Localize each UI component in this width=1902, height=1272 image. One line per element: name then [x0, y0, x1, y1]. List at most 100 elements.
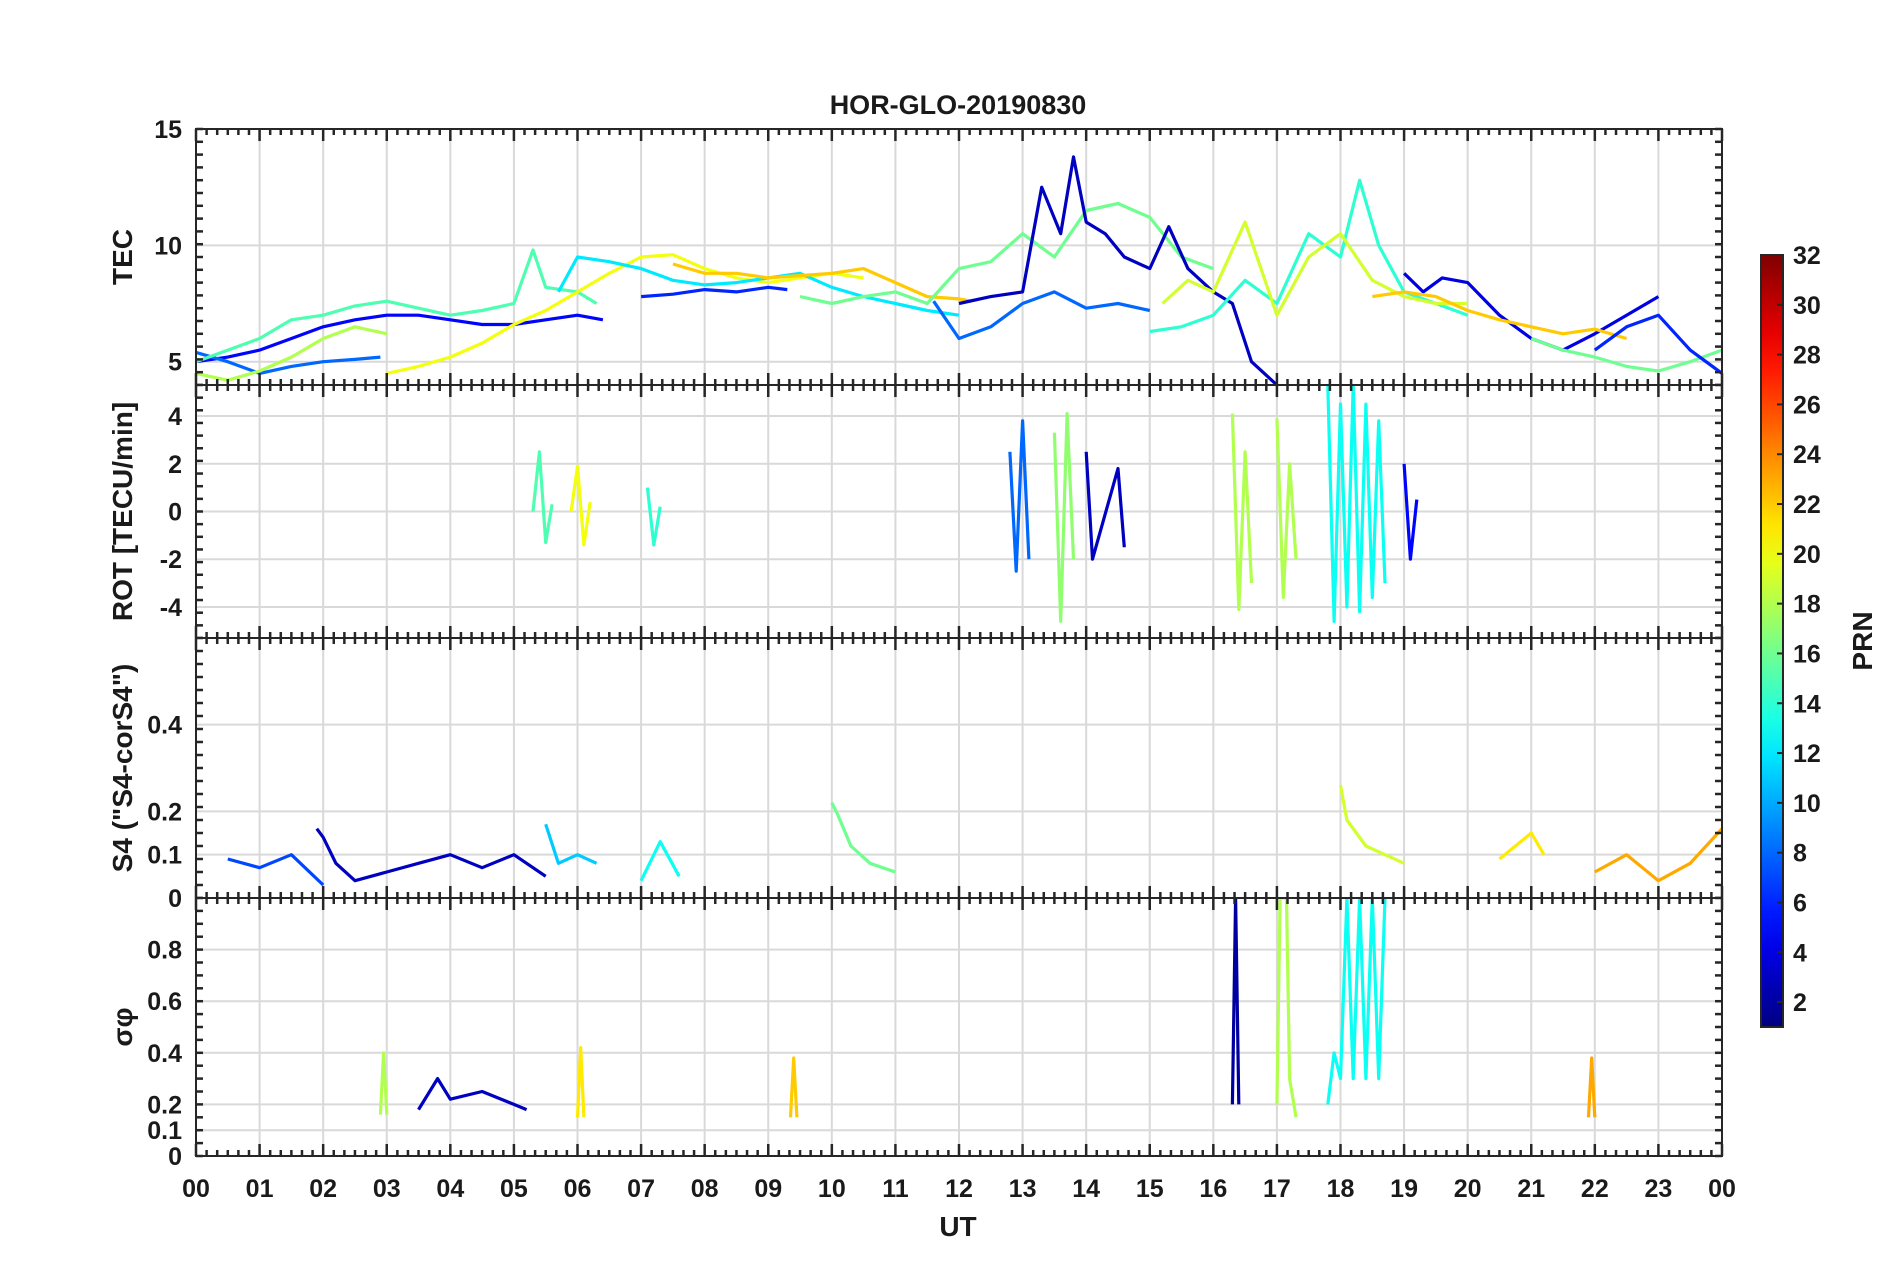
- chart-title: HOR-GLO-20190830: [830, 90, 1087, 120]
- x-tick-label: 13: [1009, 1175, 1037, 1203]
- series-tec-prn-19-12: [1161, 220, 1468, 317]
- colorbar-tick-label: 24: [1793, 441, 1821, 469]
- colorbar-tick-label: 14: [1793, 690, 1821, 718]
- panel-sigma: 00.10.2 0.4 0.6 0.8 σφ: [107, 896, 1724, 1171]
- series-rot-prn-8-3: [1008, 419, 1031, 573]
- series-s4-prn-23-6: [1594, 827, 1722, 883]
- colorbar-tick-label: 26: [1793, 391, 1821, 419]
- colorbar-tick-label: 8: [1793, 840, 1807, 868]
- colorbar-gradient: [1760, 254, 1784, 1028]
- y-tick-label: 0.8: [147, 937, 182, 965]
- y-tick-label: -2: [160, 546, 182, 574]
- series-rot-prn-18-6: [1230, 413, 1254, 612]
- series-tec-prn-6-16: [1593, 313, 1722, 375]
- colorbar-tick-label: 30: [1793, 292, 1821, 320]
- y-axis-label-rot: ROT [TECU/min]: [107, 402, 138, 621]
- series-sigma-prn-3-0: [417, 1076, 528, 1112]
- series-sigma-prn-22-3: [788, 1056, 799, 1118]
- series-sigma-prn-13-6: [1326, 898, 1387, 1105]
- y-tick-label: 0.1: [147, 1117, 182, 1145]
- x-tick-label: 18: [1327, 1175, 1355, 1203]
- colorbar-tick-label: 16: [1793, 640, 1821, 668]
- x-tick-label: 05: [500, 1175, 528, 1203]
- x-tick-label: 01: [246, 1175, 274, 1203]
- series-sigma-prn-18-1: [378, 1051, 389, 1115]
- colorbar-tick-label: 12: [1793, 740, 1821, 768]
- x-tick-label: 07: [627, 1175, 655, 1203]
- y-tick-label: 4: [168, 403, 182, 431]
- series-tec-prn-8-10: [932, 290, 1151, 341]
- x-tick-label: 08: [691, 1175, 719, 1203]
- y-tick-label: 0: [168, 1143, 182, 1171]
- y-axis-label-tec: TEC: [107, 229, 138, 285]
- series-rot-prn-13-8: [1326, 385, 1387, 623]
- x-tick-label: 00: [182, 1175, 210, 1203]
- y-tick-label: 15: [154, 116, 182, 144]
- series-s4-prn-13-2: [639, 840, 681, 882]
- colorbar-tick-label: 20: [1793, 541, 1821, 569]
- x-tick-label: 23: [1645, 1175, 1673, 1203]
- y-tick-label: 0: [168, 885, 182, 913]
- y-tick-label: 0.4: [147, 1040, 182, 1068]
- series-sigma-prn-18-5: [1275, 898, 1298, 1118]
- x-tick-label: 04: [436, 1175, 464, 1203]
- y-tick-label: 0.4: [147, 712, 182, 740]
- x-tick-label: 21: [1517, 1175, 1545, 1203]
- x-tick-label: 09: [754, 1175, 782, 1203]
- colorbar-tick-label: 32: [1793, 242, 1821, 270]
- colorbar-tick-label: 22: [1793, 491, 1821, 519]
- series-tec-prn-5-0: [196, 313, 604, 364]
- series-rot-prn-17-4: [1052, 412, 1076, 623]
- series-rot-prn-5-9: [1402, 463, 1419, 561]
- series-rot-prn-3-5: [1084, 451, 1126, 561]
- colorbar-tick-label: 4: [1793, 939, 1807, 967]
- series-tec-prn-16-8: [799, 201, 1214, 306]
- y-tick-label: 0.2: [147, 1091, 182, 1119]
- x-tick-label: 15: [1136, 1175, 1164, 1203]
- colorbar-label: PRN: [1847, 611, 1878, 670]
- series-sigma-prn-2-4: [1230, 898, 1241, 1105]
- x-tick-label: 02: [309, 1175, 337, 1203]
- panel-rot: -4 -2 0 2 4 ROT [TECU/min]: [107, 383, 1724, 640]
- panel-tec: 5 10 15 TEC: [107, 116, 1724, 387]
- y-tick-label: 0: [168, 499, 182, 527]
- series-tec-prn-12-5: [556, 255, 960, 317]
- series-tec-prn-4-13: [1402, 272, 1660, 352]
- colorbar-tick-label: 18: [1793, 591, 1821, 619]
- x-tick-label: 12: [945, 1175, 973, 1203]
- y-tick-label: 0.2: [147, 798, 182, 826]
- colorbar-tick-label: 10: [1793, 790, 1821, 818]
- series-tec-prn-22-14: [1372, 290, 1628, 341]
- series-sigma-prn-21-2: [575, 1045, 586, 1118]
- x-axis-label: UT: [939, 1211, 976, 1242]
- panel-s4: 0 0.1 0.2 0.4 S4 ("S4-corS4"): [107, 636, 1724, 913]
- series-tec-prn-15-2: [196, 248, 598, 364]
- y-tick-label: 5: [168, 349, 182, 377]
- x-tick-label: 06: [564, 1175, 592, 1203]
- x-tick-label: 20: [1454, 1175, 1482, 1203]
- x-tick-label: 11: [882, 1175, 909, 1203]
- y-tick-label: 10: [154, 232, 182, 260]
- colorbar-tick-label: 6: [1793, 889, 1807, 917]
- y-tick-label: 0.1: [147, 842, 182, 870]
- x-tick-label: 17: [1263, 1175, 1291, 1203]
- series-s4-prn-3-0: [315, 827, 547, 883]
- series-s4-prn-11-1: [544, 823, 598, 865]
- x-tick-labels: 00 01 02 03 04 05 06 07 08 09 10 11 12 13 14 15 16 17 18 19…: [182, 1175, 1736, 1203]
- series-rot-prn-14-2: [645, 487, 662, 547]
- series-rot-prn-18-7: [1275, 418, 1298, 600]
- colorbar-tick-label: 28: [1793, 342, 1821, 370]
- y-tick-label: 2: [168, 451, 182, 479]
- series-tec-prn-3-9: [958, 155, 1278, 385]
- y-axis-label-sigma: σφ: [107, 1007, 138, 1046]
- series-rot-prn-15-0: [531, 450, 554, 545]
- x-tick-label: 10: [818, 1175, 846, 1203]
- x-tick-label: 22: [1581, 1175, 1609, 1203]
- series-sigma-prn-23-7: [1586, 1056, 1597, 1118]
- series-s4-prn-7-7: [227, 853, 325, 887]
- series-rot-prn-20-1: [569, 464, 592, 547]
- x-tick-label: 19: [1390, 1175, 1418, 1203]
- x-tick-label: 14: [1072, 1175, 1100, 1203]
